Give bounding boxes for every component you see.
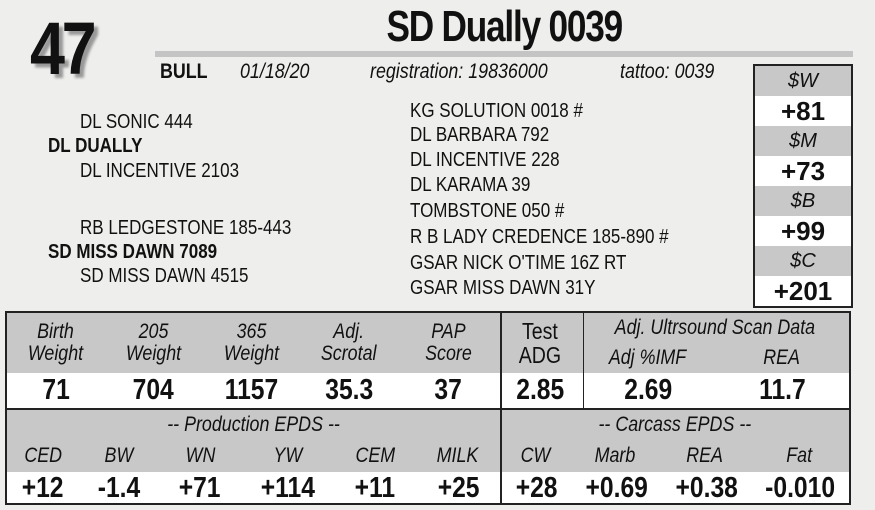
sex: BULL [160,60,208,83]
data-table: Birth Weight 205 Weight 365 Weight Adj. Scro… [5,311,851,505]
header-205-weight: 205 Weight [125,319,182,365]
value-bw: -1.4 [97,472,141,505]
value-carcass-rea: +0.38 [675,472,739,505]
index-value: +73 [780,155,826,186]
header-fat: Fat [786,443,813,467]
great-grandparent: R B LADY CREDENCE 185-890 # [410,226,669,248]
lot-number: 47 [30,7,97,90]
production-epds-title: -- Production EPDS -- [167,412,340,436]
epd-values-row: +12 -1.4 +71 +114 +11 +25 +28 +0.69 +0.3… [7,472,849,505]
tattoo: tattoo: 0039 [620,60,715,83]
registration: registration: 19836000 [370,60,548,83]
value-205-weight: 704 [133,374,175,407]
sire-sire: DL SONIC 444 [80,111,193,133]
value-pap-score: 37 [434,374,463,407]
index-value: +99 [780,215,826,246]
header-milk: MILK [436,443,479,467]
header-ced: CED [24,443,62,467]
header-bw: BW [104,443,134,467]
sire: DL DUALLY [48,135,143,157]
header-cw: CW [520,443,550,467]
header-adj-scrotal: Adj. Scrotal [321,319,377,365]
value-365-weight: 1157 [224,374,279,407]
dam-dam: SD MISS DAWN 4515 [80,265,249,287]
great-grandparent: GSAR NICK O'TIME 16Z RT [410,252,627,274]
great-grandparent: TOMBSTONE 050 # [410,200,565,222]
carcass-epds-title: -- Carcass EPDS -- [598,412,751,436]
header-cem: CEM [355,443,395,467]
value-yw: +114 [260,472,316,505]
great-grandparent: DL KARAMA 39 [410,174,531,196]
great-grandparent: DL INCENTIVE 228 [410,149,560,171]
index-label: $M [755,126,851,156]
value-adj-scrotal: 35.3 [325,374,374,407]
divider [7,408,849,410]
value-milk: +25 [437,472,480,505]
index-label: $W [755,66,851,96]
header-marb: Marb [594,443,636,467]
value-imf: 2.69 [624,374,673,407]
index-value: +201 [773,275,833,306]
header-carcass-rea: REA [686,443,724,467]
value-test-adg: 2.85 [516,374,565,407]
header-ultrasound: Adj. Ultrsound Scan Data Adj %IMF REA [581,313,849,373]
header-yw: YW [273,443,303,467]
dam-sire: RB LEDGESTONE 185-443 [80,217,292,239]
value-birth-weight: 71 [42,374,70,407]
value-ced: +12 [22,472,64,505]
dam: SD MISS DAWN 7089 [48,241,218,263]
performance-header-row: Birth Weight 205 Weight 365 Weight Adj. Scro… [7,313,849,373]
header-birth-weight: Birth Weight [28,319,84,365]
great-grandparent: DL BARBARA 792 [410,124,550,146]
great-grandparent: KG SOLUTION 0018 # [410,100,583,122]
header-rea: REA [763,345,801,369]
sire-dam: DL INCENTIVE 2103 [80,160,240,182]
header-wn: WN [185,443,215,467]
performance-values-row: 71 704 1157 35.3 37 2.85 2.69 11.7 [7,373,849,408]
animal-name-text: SD Dually 0039 [386,2,623,51]
value-wn: +71 [179,472,221,505]
value-cem: +11 [354,472,396,505]
index-label: $B [755,186,851,216]
header-test-adg: Test ADG [518,317,561,368]
header-imf: Adj %IMF [609,345,687,369]
value-fat: -0.010 [765,472,836,505]
birthdate: 01/18/20 [240,60,310,83]
value-cw: +28 [516,472,558,505]
divider [500,313,502,503]
animal-name: SD Dually 0039 [155,2,853,52]
header-pap-score: PAP Score [424,319,472,365]
header-365-weight: 365 Weight [223,319,279,365]
title-underline [155,51,853,57]
value-rea: 11.7 [758,374,806,407]
value-marb: +0.69 [585,472,649,505]
epd-header-row: -- Production EPDS -- CED BW WN YW CEM M… [7,410,849,472]
index-value: +81 [780,95,826,126]
index-box: $W +81 $M +73 $B +99 $C +201 [753,64,853,308]
ultrasound-title: Adj. Ultrsound Scan Data [614,315,816,339]
index-label: $C [755,246,851,276]
divider [583,313,584,408]
great-grandparent: GSAR MISS DAWN 31Y [410,277,596,299]
